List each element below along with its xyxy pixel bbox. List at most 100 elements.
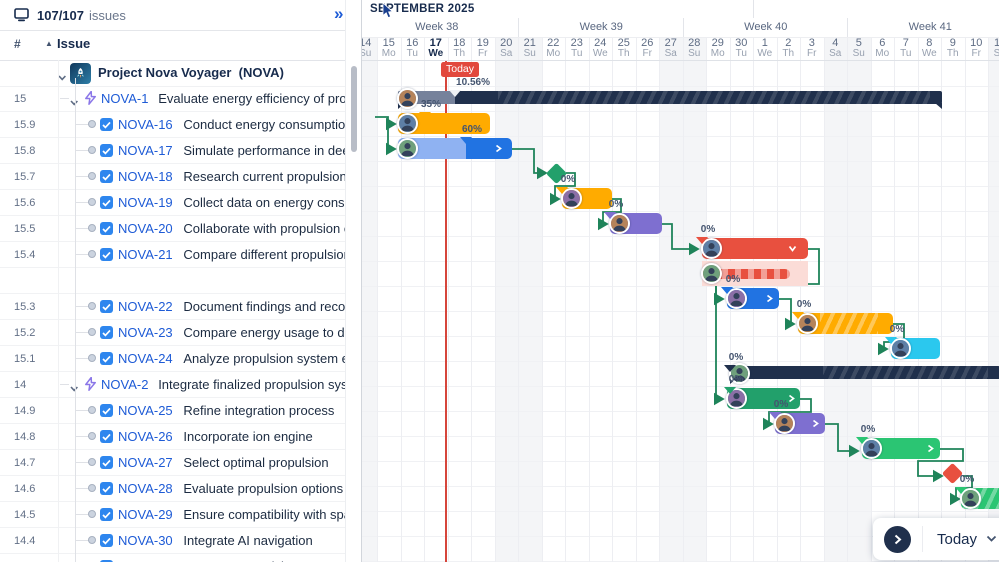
progress-label: 0%: [773, 399, 789, 410]
issue-key[interactable]: NOVA-26: [118, 429, 173, 444]
day-column-header: 19 Fr: [476, 37, 489, 59]
gantt-bar-nova-21[interactable]: [702, 238, 808, 259]
issue-row-nova-21[interactable]: 15.4 NOVA-21 Compare different propulsion …: [0, 242, 345, 268]
tree-node-icon: [88, 354, 96, 362]
panel-resize-divider[interactable]: [361, 0, 363, 562]
issue-row-nova-16[interactable]: 15.9 NOVA-16 Conduct energy consumption a.…: [0, 112, 345, 138]
assignee-avatar: [861, 438, 882, 459]
issue-key[interactable]: NOVA-30: [118, 533, 173, 548]
vertical-scrollbar[interactable]: [351, 66, 357, 152]
group-bar-hatch: [702, 268, 790, 279]
issue-summary: Compare energy usage to desi...: [183, 325, 345, 340]
day-gridline: [682, 37, 684, 562]
issue-row-nova-27[interactable]: 14.7 NOVA-27 Select optimal propulsion: [0, 450, 345, 476]
issue-row-nova-2[interactable]: 14 NOVA-2 Integrate finalized propulsion s…: [0, 372, 345, 398]
issue-key[interactable]: NOVA-27: [118, 455, 173, 470]
assignee-avatar: [774, 413, 795, 434]
issue-key[interactable]: NOVA-29: [118, 507, 173, 522]
chevron-down-icon[interactable]: [57, 69, 67, 87]
day-column-header: 29 Mo: [710, 37, 725, 59]
scroll-right-button[interactable]: [884, 525, 911, 553]
expand-panel-icon[interactable]: »: [334, 4, 344, 23]
issue-row-nova-18[interactable]: 15.7 NOVA-18 Research current propulsion t…: [0, 164, 345, 190]
gantt-bar-nova-2[interactable]: [730, 365, 999, 379]
dependency-arrow: [662, 223, 700, 256]
task-type-icon: [100, 196, 113, 209]
day-column-header: 8 We: [921, 37, 937, 59]
issue-key[interactable]: NOVA-28: [118, 481, 173, 496]
chevron-down-icon[interactable]: [69, 94, 79, 111]
column-issue[interactable]: Issue: [57, 36, 91, 51]
issue-row-nova-20[interactable]: 15.5 NOVA-20 Collaborate with propulsion e…: [0, 216, 345, 242]
issue-key[interactable]: NOVA-22: [118, 299, 173, 314]
issue-row-nova-25[interactable]: 14.9 NOVA-25 Refine integration process: [0, 398, 345, 424]
issue-row-nova-29[interactable]: 14.5 NOVA-29 Ensure compatibility with spa…: [0, 502, 345, 528]
issue-row-nova-23[interactable]: 15.2 NOVA-23 Compare energy usage to desi.…: [0, 320, 345, 346]
task-type-icon: [100, 300, 113, 313]
issue-row-nova-1[interactable]: 15 NOVA-1 Evaluate energy efficiency of pr…: [0, 86, 345, 112]
issue-row-nova-26[interactable]: 14.8 NOVA-26 Incorporate ion engine: [0, 424, 345, 450]
issue-key[interactable]: NOVA-18: [118, 169, 173, 184]
day-column-header: 9 Th: [946, 37, 959, 59]
gantt-bar-nova-17[interactable]: [398, 138, 512, 159]
issue-key[interactable]: NOVA-25: [118, 403, 173, 418]
week-header-cell: Week 39: [518, 18, 684, 37]
chevron-down-icon[interactable]: [69, 380, 79, 397]
issue-key[interactable]: NOVA-17: [118, 143, 173, 158]
chevron-down-icon[interactable]: [788, 244, 797, 253]
issue-key[interactable]: NOVA-31: [118, 559, 173, 562]
progress-marker: [419, 112, 431, 119]
today-badge: Today: [441, 62, 480, 77]
issue-key[interactable]: NOVA-2: [101, 377, 149, 392]
dependency-arrow: [550, 172, 576, 206]
row-number: 15.3: [14, 301, 36, 313]
issue-count: 107/107: [37, 7, 84, 23]
issue-key[interactable]: NOVA-20: [118, 221, 173, 236]
issue-key[interactable]: NOVA-24: [118, 351, 173, 366]
day-column-header: 10 Fr: [970, 37, 983, 59]
today-button[interactable]: Today: [937, 530, 978, 548]
issue-key[interactable]: NOVA-19: [118, 195, 173, 210]
day-column-header: 16 Tu: [406, 37, 419, 59]
chevron-right-icon[interactable]: [787, 394, 796, 403]
gantt-bar-nova-27[interactable]: [862, 438, 940, 459]
project-row[interactable]: Project Nova Voyager (NOVA): [0, 61, 345, 87]
gantt-bar-nova-1[interactable]: [398, 90, 942, 104]
issue-row-nova-24[interactable]: 15.1 NOVA-24 Analyze propulsion system eff…: [0, 346, 345, 372]
issue-row-nova-22[interactable]: 15.3 NOVA-22 Document findings and recom..…: [0, 294, 345, 320]
progress-label: 0%: [728, 351, 744, 363]
chevron-right-icon[interactable]: [765, 294, 774, 303]
tree-stub: [75, 150, 90, 151]
tree-stub: [75, 410, 90, 411]
day-column-header: 3 Fr: [807, 37, 817, 59]
issue-row-nova-17[interactable]: 15.8 NOVA-17 Simulate performance in deep …: [0, 138, 345, 164]
issue-summary: Ensure compatibility with space...: [183, 507, 345, 522]
column-number[interactable]: #: [14, 37, 21, 51]
day-column-header: 2 Th: [782, 37, 795, 59]
day-gridline: [659, 37, 660, 562]
day-gridline: [894, 37, 895, 562]
progress-marker: [449, 89, 461, 97]
issue-row-nova-28[interactable]: 14.6 NOVA-28 Evaluate propulsion options: [0, 476, 345, 502]
issue-key[interactable]: NOVA-1: [101, 91, 149, 106]
gantt-bar-nova-23[interactable]: [798, 313, 893, 334]
sort-ascending-icon[interactable]: ▲: [45, 39, 53, 48]
gantt-bar-nova-21-group[interactable]: [702, 268, 790, 279]
assignee-avatar: [726, 288, 747, 309]
issue-row-nova-30[interactable]: 14.4 NOVA-30 Integrate AI navigation: [0, 528, 345, 554]
issue-key[interactable]: NOVA-23: [118, 325, 173, 340]
issue-row-nova-19[interactable]: 15.6 NOVA-19 Collect data on energy consum…: [0, 190, 345, 216]
chevron-right-icon[interactable]: [811, 419, 820, 428]
chevron-down-icon[interactable]: [986, 535, 997, 543]
chevron-right-icon[interactable]: [494, 144, 503, 153]
progress-label: 35%: [420, 99, 442, 110]
issue-key[interactable]: NOVA-16: [118, 117, 173, 132]
chevron-right-icon[interactable]: [926, 444, 935, 453]
assignee-avatar: [701, 238, 722, 259]
issue-summary: Research current propulsion te...: [183, 169, 345, 184]
remaining-segment: [466, 138, 512, 159]
issue-key[interactable]: NOVA-21: [118, 247, 173, 262]
project-title: Project Nova Voyager (NOVA): [98, 65, 284, 80]
tree-node-icon: [88, 250, 96, 258]
